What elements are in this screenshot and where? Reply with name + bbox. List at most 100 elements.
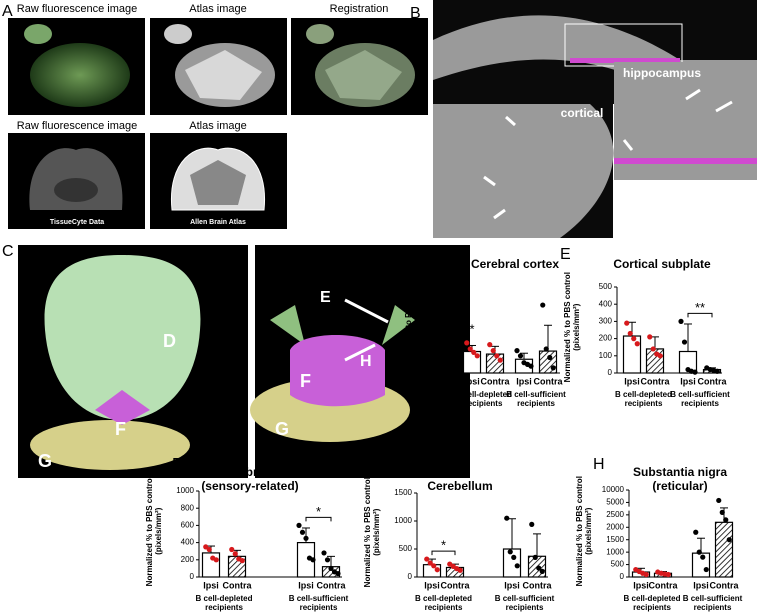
y-tick-label: 200 xyxy=(599,334,613,343)
data-point xyxy=(507,549,513,555)
data-point xyxy=(647,334,653,340)
data-point xyxy=(239,558,245,564)
data-point xyxy=(299,529,306,535)
data-point xyxy=(536,565,542,571)
image-shape xyxy=(185,50,262,100)
significance-label: * xyxy=(469,321,474,336)
region-label: G xyxy=(275,419,289,439)
y-tick-label: 1500 xyxy=(394,488,412,497)
image-shape xyxy=(325,50,402,100)
group-label: B cell-sufficient recipients xyxy=(494,594,555,613)
image-shape xyxy=(24,24,52,44)
chart-title: Cortical subplate xyxy=(613,257,711,271)
significance-label: * xyxy=(316,504,321,519)
group-label: B cell-depleted recipients xyxy=(623,594,681,613)
data-point xyxy=(692,369,698,375)
y-tick-label: 0 xyxy=(408,572,413,581)
axis-break xyxy=(625,506,633,511)
y-tick-label: 1000 xyxy=(176,486,194,495)
data-point xyxy=(424,556,430,562)
data-point xyxy=(700,554,706,560)
image-title: Registration xyxy=(330,3,389,15)
data-point xyxy=(528,363,534,369)
data-point xyxy=(328,565,334,572)
y-tick-label: 800 xyxy=(181,503,195,512)
y-tick-label: 5000 xyxy=(606,498,624,507)
x-tick-label: Ipsi xyxy=(424,580,440,590)
data-point xyxy=(427,560,433,566)
data-point xyxy=(547,354,553,361)
data-point xyxy=(474,353,480,359)
y-tick-label: 200 xyxy=(181,555,195,564)
y-tick-label: 0 xyxy=(190,572,195,581)
y-axis-label: Normalized % to PBS control (pixels/mm²) xyxy=(574,475,593,586)
y-axis-label: Normalized % to PBS control (pixels/mm²) xyxy=(362,477,381,588)
region-label: cortical xyxy=(561,106,604,120)
data-point xyxy=(324,557,331,563)
data-point xyxy=(631,336,637,342)
x-tick-label: Ipsi xyxy=(298,580,314,590)
data-point xyxy=(550,365,556,371)
image xyxy=(433,104,613,238)
data-point xyxy=(540,302,546,308)
data-point xyxy=(716,497,722,504)
data-point xyxy=(543,346,549,352)
image-shape xyxy=(570,58,680,63)
panel-label: A xyxy=(2,3,13,20)
significance-bracket xyxy=(431,550,456,556)
data-point xyxy=(693,529,699,535)
y-axis-label: Normalized % to PBS control (pixels/mm²) xyxy=(403,272,422,383)
panel-label: G xyxy=(380,456,393,473)
x-tick-label: Contra xyxy=(710,580,740,590)
region-label: F xyxy=(300,371,311,391)
y-tick-label: 200 xyxy=(440,351,454,360)
region-label: G xyxy=(38,451,52,471)
y-tick-label: 300 xyxy=(599,317,613,326)
y-tick-label: 500 xyxy=(399,544,413,553)
x-tick-label: Contra xyxy=(523,580,553,590)
data-point xyxy=(726,537,732,543)
data-point xyxy=(494,353,500,359)
image-shape xyxy=(614,158,757,164)
y-tick-label: 2500 xyxy=(606,510,624,519)
data-point xyxy=(517,353,524,359)
data-point xyxy=(627,330,633,337)
x-tick-label: Contra xyxy=(317,580,347,590)
x-tick-label: Ipsi xyxy=(624,376,640,386)
group-label: B cell-sufficient recipients xyxy=(682,594,743,613)
data-point xyxy=(296,522,302,529)
x-tick-label: Ipsi xyxy=(633,580,649,590)
image-title: Raw fluorescence image xyxy=(17,120,137,132)
data-point xyxy=(487,342,493,348)
y-tick-label: 400 xyxy=(440,334,454,343)
image-shape xyxy=(54,178,98,202)
data-point xyxy=(624,320,630,326)
x-tick-label: Ipsi xyxy=(464,376,480,386)
data-point xyxy=(434,567,440,573)
arrows xyxy=(344,298,389,362)
data-point xyxy=(681,339,688,345)
group-label: B cell-depleted recipients xyxy=(195,594,253,613)
group-label: B cell-depleted recipients xyxy=(455,390,512,409)
data-point xyxy=(229,546,235,553)
image-shape xyxy=(164,24,192,44)
image-shape xyxy=(30,43,130,107)
y-tick-label: 600 xyxy=(440,317,454,326)
y-axis-label: Normalized % to PBS control (pixels/mm²) xyxy=(562,272,581,383)
data-point xyxy=(714,368,720,374)
image-title: Raw fluorescence image xyxy=(17,3,137,15)
group-label: B cell-depleted recipients xyxy=(415,594,472,613)
data-point xyxy=(514,563,520,569)
arrows xyxy=(483,88,733,220)
data-point xyxy=(232,551,238,557)
data-point xyxy=(310,557,316,563)
panel-label: E xyxy=(560,246,571,263)
y-tick-label: 400 xyxy=(599,299,613,308)
y-tick-label: 800 xyxy=(440,299,454,308)
x-tick-label: Contra xyxy=(481,376,511,386)
chart-title: Cerebellum xyxy=(427,479,493,493)
chart-title: Substantia nigra (reticular) xyxy=(632,465,727,493)
image-shape xyxy=(306,24,334,44)
image-shape xyxy=(190,160,246,205)
